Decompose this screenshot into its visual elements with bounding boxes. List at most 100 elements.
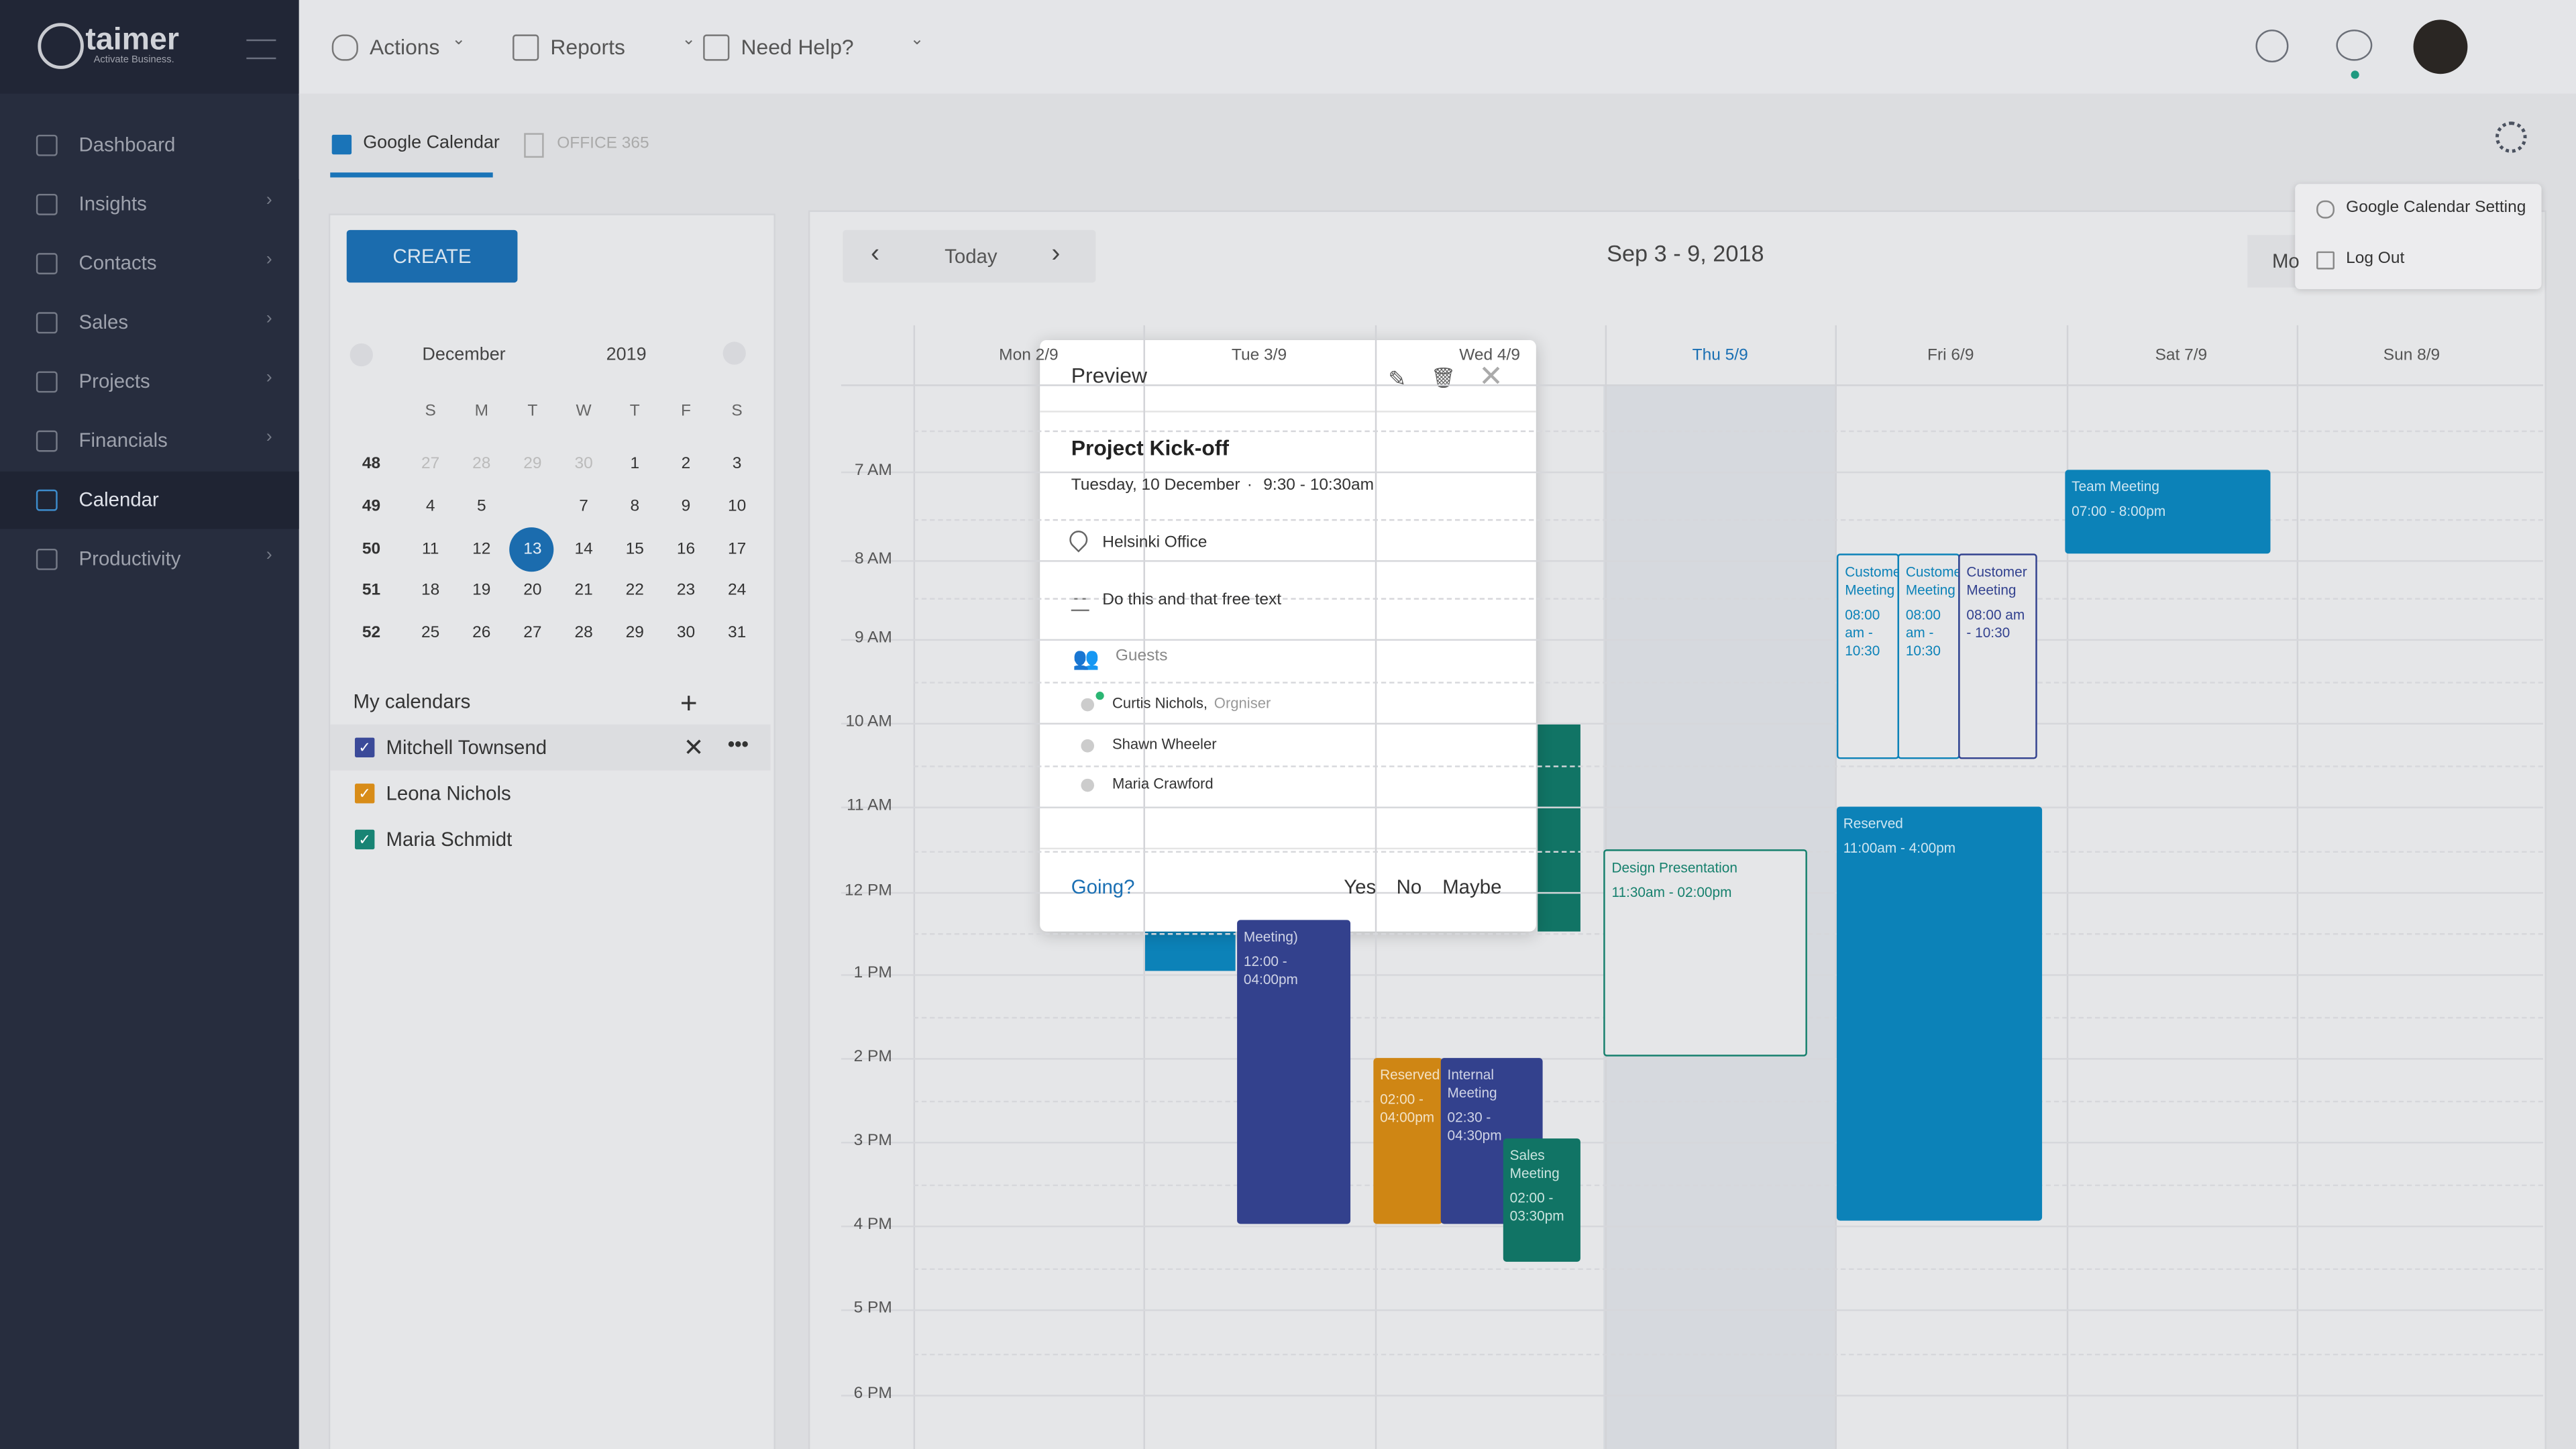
- time-label: 5 PM: [853, 1299, 892, 1318]
- create-button[interactable]: CREATE: [346, 229, 518, 283]
- day[interactable]: 31: [727, 625, 747, 643]
- day[interactable]: 29: [625, 625, 644, 643]
- day[interactable]: 18: [421, 582, 440, 600]
- calendar-name[interactable]: Leona Nichols: [386, 782, 511, 806]
- rsvp-option[interactable]: Yes: [1344, 875, 1377, 899]
- next-month[interactable]: [722, 341, 746, 365]
- day[interactable]: 11: [421, 539, 439, 558]
- header-line: [841, 384, 2544, 386]
- month-select[interactable]: December: [422, 345, 506, 365]
- day[interactable]: 13: [523, 539, 542, 558]
- day[interactable]: 21: [574, 582, 593, 600]
- day[interactable]: 9: [681, 497, 691, 516]
- day[interactable]: 12: [472, 539, 491, 558]
- rsvp-option[interactable]: Maybe: [1442, 875, 1502, 899]
- nav-item[interactable]: Projects: [78, 370, 150, 393]
- nav-item[interactable]: Calendar: [78, 488, 159, 511]
- day[interactable]: 26: [472, 625, 491, 643]
- logo-tagline: Activate Business.: [93, 56, 174, 66]
- event-date: Tuesday, 10 December: [1071, 476, 1240, 495]
- close-icon[interactable]: ✕: [1479, 360, 1504, 393]
- day[interactable]: 14: [574, 539, 593, 558]
- event[interactable]: Sales Meeting 02:00 - 03:30pm: [1503, 1138, 1580, 1262]
- day[interactable]: 28: [574, 625, 593, 643]
- calendar-name[interactable]: Maria Schmidt: [386, 828, 513, 851]
- next-week[interactable]: ›: [1051, 239, 1061, 268]
- tab-icon: [524, 133, 544, 158]
- column-line: [1374, 325, 1377, 1449]
- nav-item[interactable]: Contacts: [78, 251, 157, 274]
- separator: ·: [1246, 476, 1252, 495]
- event[interactable]: Design Presentation 11:30am - 02:00pm: [1603, 849, 1807, 1057]
- day[interactable]: 22: [625, 582, 644, 600]
- day[interactable]: 1: [630, 455, 640, 474]
- prev-week[interactable]: ‹: [870, 239, 880, 268]
- day[interactable]: 30: [676, 625, 696, 643]
- year-select[interactable]: 2019: [606, 345, 647, 365]
- day[interactable]: 19: [472, 582, 491, 600]
- add-calendar[interactable]: +: [680, 686, 698, 720]
- day[interactable]: 2: [681, 455, 691, 474]
- day[interactable]: 28: [472, 455, 491, 474]
- top-menu[interactable]: Reports: [550, 34, 625, 60]
- settings-item[interactable]: Log Out: [2346, 250, 2405, 268]
- event[interactable]: Customer Meeting 08:00 am - 10:30: [1836, 553, 1900, 759]
- menu-toggle[interactable]: [246, 39, 276, 60]
- event-title: Sales Meeting: [1509, 1146, 1560, 1181]
- status-dot: [1095, 692, 1104, 700]
- event[interactable]: Reserved 02:00 - 04:00pm: [1373, 1058, 1443, 1224]
- day[interactable]: 4: [425, 497, 435, 516]
- chat-icon[interactable]: [2336, 30, 2373, 61]
- prev-month[interactable]: [350, 343, 373, 367]
- event[interactable]: Meeting) 12:00 - 04:00pm: [1237, 920, 1351, 1224]
- rsvp-option[interactable]: No: [1396, 875, 1422, 899]
- nav-item[interactable]: Dashboard: [78, 133, 176, 156]
- checkbox: ✓: [354, 829, 375, 850]
- nav-item[interactable]: Financials: [78, 429, 168, 452]
- day[interactable]: 15: [625, 539, 644, 558]
- tab[interactable]: OFFICE 365: [557, 134, 649, 153]
- settings-item[interactable]: Google Calendar Setting: [2346, 199, 2526, 217]
- event[interactable]: Team Meeting 07:00 - 8:00pm: [2065, 470, 2271, 554]
- day[interactable]: 20: [523, 582, 542, 600]
- gear-icon[interactable]: [2496, 121, 2527, 153]
- day[interactable]: 17: [727, 539, 747, 558]
- description-icon: [1071, 598, 1089, 612]
- modal-divider: [1040, 411, 1536, 413]
- timer-icon[interactable]: [2255, 30, 2289, 63]
- day[interactable]: 16: [676, 539, 696, 558]
- more-options[interactable]: •••: [727, 733, 749, 756]
- top-menu[interactable]: Actions: [370, 34, 440, 60]
- day[interactable]: 3: [732, 455, 742, 474]
- day[interactable]: 25: [421, 625, 440, 643]
- tab[interactable]: Google Calendar: [363, 133, 500, 153]
- time-label: 10 AM: [845, 712, 892, 731]
- day[interactable]: 10: [727, 497, 747, 516]
- nav-item[interactable]: Insights: [78, 192, 147, 215]
- day[interactable]: 27: [421, 455, 440, 474]
- day[interactable]: 7: [579, 497, 588, 516]
- event[interactable]: Customer Meeting 08:00 am - 10:30: [1958, 553, 2037, 759]
- day[interactable]: 24: [727, 582, 747, 600]
- hour-line: [841, 1225, 2544, 1228]
- nav-item[interactable]: Sales: [78, 310, 129, 334]
- day[interactable]: 29: [523, 455, 542, 474]
- day[interactable]: 30: [574, 455, 593, 474]
- event[interactable]: Reserved 11:00am - 4:00pm: [1836, 806, 2043, 1221]
- today-button[interactable]: Today: [945, 244, 998, 268]
- calendar-name[interactable]: Mitchell Townsend: [386, 736, 547, 759]
- edit-icon[interactable]: ✎: [1388, 366, 1407, 391]
- top-menu[interactable]: Need Help?: [741, 34, 854, 60]
- time-label: 6 PM: [853, 1385, 892, 1403]
- day[interactable]: 5: [476, 497, 486, 516]
- day[interactable]: 27: [523, 625, 542, 643]
- nav-item[interactable]: Productivity: [78, 547, 181, 570]
- day[interactable]: 23: [676, 582, 696, 600]
- menu-icon: [513, 34, 539, 61]
- remove-calendar[interactable]: ✕: [683, 734, 704, 763]
- menu-icon: [703, 34, 730, 61]
- day[interactable]: 8: [630, 497, 640, 516]
- avatar[interactable]: [2413, 19, 2468, 74]
- view-label[interactable]: Mo: [2271, 250, 2300, 273]
- event[interactable]: Customer Meeting 08:00 am - 10:30: [1897, 553, 1960, 759]
